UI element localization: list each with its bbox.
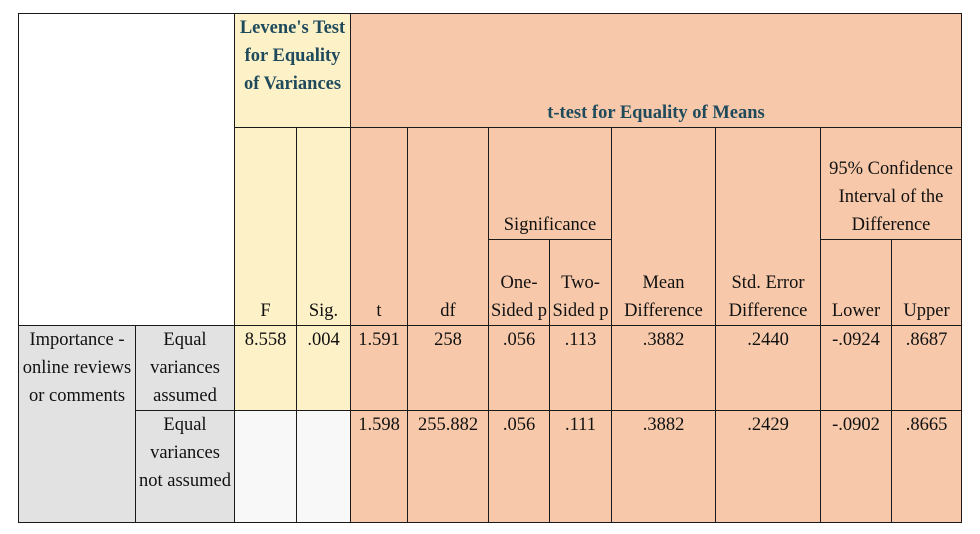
cell-df: 255.882	[407, 410, 489, 523]
cell-sig: .004	[296, 325, 351, 411]
col-header-sig: Sig.	[296, 127, 351, 326]
cell-mean-difference: .3882	[611, 410, 716, 523]
levene-header: Levene's Test for Equality of Variances	[234, 13, 351, 128]
independent-samples-test-table: Levene's Test for Equality of Variances …	[18, 13, 962, 523]
col-header-t: t	[350, 127, 408, 326]
col-header-upper: Upper	[891, 239, 962, 326]
ttest-header: t-test for Equality of Means	[350, 13, 962, 128]
col-header-one-sided-p: One-Sided p	[488, 239, 550, 326]
cell-one-sided-p: .056	[488, 325, 550, 411]
corner-cell	[18, 13, 235, 326]
cell-f	[234, 410, 297, 523]
col-header-std-error-difference: Std. Error Difference	[715, 127, 821, 326]
col-header-f: F	[234, 127, 297, 326]
confidence-interval-header: 95% Confidence Interval of the Differenc…	[820, 127, 962, 240]
significance-header: Significance	[488, 127, 612, 240]
cell-mean-difference: .3882	[611, 325, 716, 411]
cell-t: 1.591	[350, 325, 408, 411]
cell-std-error-difference: .2429	[715, 410, 821, 523]
cell-upper: .8687	[891, 325, 962, 411]
col-header-df: df	[407, 127, 489, 326]
cell-lower: -.0902	[820, 410, 892, 523]
cell-std-error-difference: .2440	[715, 325, 821, 411]
cell-two-sided-p: .113	[549, 325, 612, 411]
col-header-two-sided-p: Two-Sided p	[549, 239, 612, 326]
cell-upper: .8665	[891, 410, 962, 523]
variable-label: Importance - online reviews or comments	[18, 325, 136, 523]
cell-two-sided-p: .111	[549, 410, 612, 523]
cell-df: 258	[407, 325, 489, 411]
cell-f: 8.558	[234, 325, 297, 411]
row-label: Equal variances assumed	[135, 325, 235, 411]
col-header-lower: Lower	[820, 239, 892, 326]
col-header-mean-difference: Mean Difference	[611, 127, 716, 326]
cell-lower: -.0924	[820, 325, 892, 411]
cell-t: 1.598	[350, 410, 408, 523]
cell-one-sided-p: .056	[488, 410, 550, 523]
row-label: Equal variances not assumed	[135, 410, 235, 523]
cell-sig	[296, 410, 351, 523]
